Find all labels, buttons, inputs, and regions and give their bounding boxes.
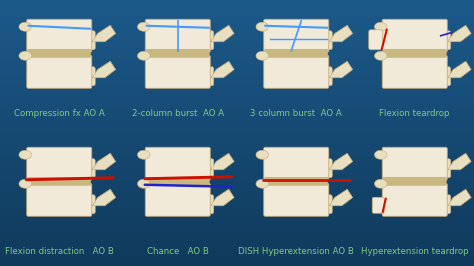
Polygon shape — [92, 189, 116, 206]
FancyBboxPatch shape — [27, 147, 92, 180]
Text: 3 column burst  AO A: 3 column burst AO A — [250, 110, 342, 118]
Polygon shape — [92, 25, 116, 42]
Ellipse shape — [374, 179, 387, 188]
FancyBboxPatch shape — [27, 55, 92, 88]
Text: Hyperextension teardrop: Hyperextension teardrop — [361, 247, 469, 256]
Polygon shape — [329, 153, 353, 170]
FancyBboxPatch shape — [145, 147, 210, 180]
FancyBboxPatch shape — [320, 67, 332, 86]
FancyBboxPatch shape — [202, 195, 214, 214]
Ellipse shape — [19, 150, 32, 159]
FancyBboxPatch shape — [202, 67, 214, 86]
Text: Chance   AO B: Chance AO B — [147, 247, 209, 256]
FancyBboxPatch shape — [83, 31, 95, 50]
FancyBboxPatch shape — [146, 49, 209, 57]
Text: DISH Hyperextension AO B: DISH Hyperextension AO B — [238, 247, 354, 256]
FancyBboxPatch shape — [145, 183, 210, 216]
Polygon shape — [448, 25, 471, 42]
FancyBboxPatch shape — [439, 159, 451, 178]
Text: Flexion distraction   AO B: Flexion distraction AO B — [5, 247, 114, 256]
Text: 2-column burst  AO A: 2-column burst AO A — [132, 110, 224, 118]
FancyBboxPatch shape — [146, 177, 209, 185]
FancyBboxPatch shape — [145, 19, 210, 52]
FancyBboxPatch shape — [27, 19, 92, 52]
FancyBboxPatch shape — [382, 19, 447, 52]
FancyBboxPatch shape — [264, 55, 329, 88]
Polygon shape — [329, 25, 353, 42]
FancyBboxPatch shape — [28, 49, 91, 57]
FancyBboxPatch shape — [28, 177, 91, 185]
FancyBboxPatch shape — [383, 49, 446, 57]
FancyBboxPatch shape — [265, 49, 328, 57]
FancyBboxPatch shape — [439, 31, 451, 50]
FancyBboxPatch shape — [264, 147, 329, 180]
Polygon shape — [92, 61, 116, 78]
Ellipse shape — [256, 150, 269, 159]
Text: Flexion teardrop: Flexion teardrop — [380, 110, 450, 118]
FancyBboxPatch shape — [27, 183, 92, 216]
FancyBboxPatch shape — [83, 67, 95, 86]
FancyBboxPatch shape — [83, 195, 95, 214]
Ellipse shape — [256, 22, 269, 31]
Polygon shape — [448, 61, 471, 78]
FancyBboxPatch shape — [83, 159, 95, 178]
Ellipse shape — [374, 22, 387, 31]
FancyBboxPatch shape — [202, 159, 214, 178]
Polygon shape — [211, 189, 234, 206]
FancyBboxPatch shape — [369, 30, 383, 50]
FancyBboxPatch shape — [202, 31, 214, 50]
FancyBboxPatch shape — [265, 177, 328, 185]
Ellipse shape — [256, 51, 269, 60]
Ellipse shape — [19, 51, 32, 60]
FancyBboxPatch shape — [382, 147, 447, 180]
Ellipse shape — [137, 150, 150, 159]
FancyBboxPatch shape — [320, 159, 332, 178]
FancyBboxPatch shape — [372, 197, 384, 213]
Ellipse shape — [374, 51, 387, 60]
FancyBboxPatch shape — [145, 55, 210, 88]
FancyBboxPatch shape — [264, 183, 329, 216]
Ellipse shape — [19, 22, 32, 31]
Ellipse shape — [374, 150, 387, 159]
FancyBboxPatch shape — [320, 31, 332, 50]
FancyBboxPatch shape — [439, 67, 451, 86]
Text: Compression fx AO A: Compression fx AO A — [14, 110, 105, 118]
FancyBboxPatch shape — [382, 55, 447, 88]
FancyBboxPatch shape — [439, 195, 451, 214]
Polygon shape — [329, 189, 353, 206]
Polygon shape — [211, 25, 234, 42]
Ellipse shape — [256, 179, 269, 188]
Polygon shape — [448, 153, 471, 170]
FancyBboxPatch shape — [382, 183, 447, 216]
Polygon shape — [92, 153, 116, 170]
Ellipse shape — [137, 179, 150, 188]
Ellipse shape — [137, 51, 150, 60]
Polygon shape — [211, 61, 234, 78]
FancyBboxPatch shape — [383, 177, 446, 185]
Ellipse shape — [19, 179, 32, 188]
FancyBboxPatch shape — [320, 195, 332, 214]
FancyBboxPatch shape — [264, 19, 329, 52]
Polygon shape — [448, 189, 471, 206]
Ellipse shape — [137, 22, 150, 31]
Polygon shape — [329, 61, 353, 78]
Polygon shape — [211, 153, 234, 170]
